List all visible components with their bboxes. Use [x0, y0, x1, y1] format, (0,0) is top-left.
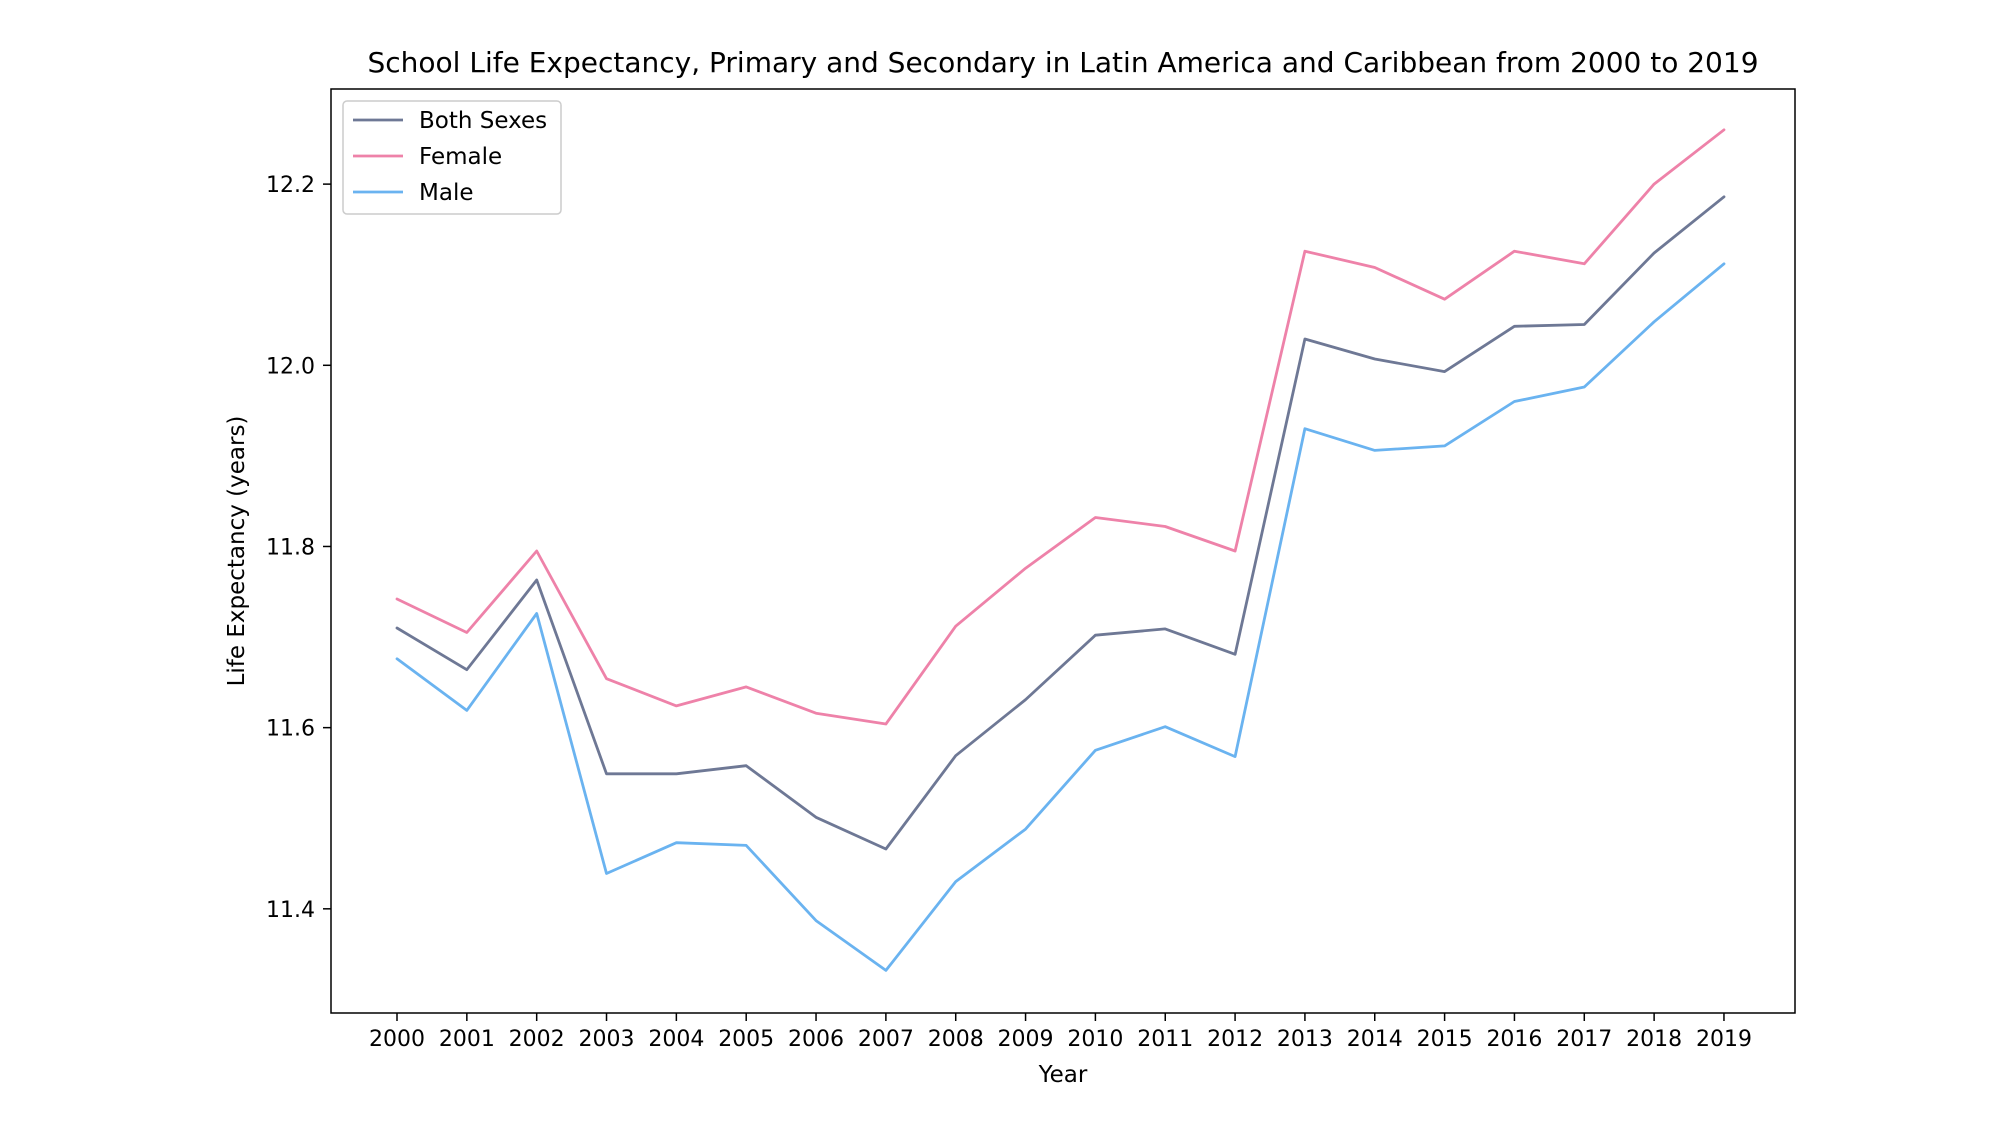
y-axis: 11.4 11.6 11.8 12.0 12.2: [266, 173, 331, 923]
x-tick-label: 2007: [858, 1027, 914, 1052]
x-tick-label: 2008: [928, 1027, 984, 1052]
x-tick-label: 2000: [369, 1027, 425, 1052]
legend: Both Sexes Female Male: [342, 100, 562, 215]
x-tick-label: 2009: [998, 1027, 1054, 1052]
x-tick-label: 2013: [1277, 1027, 1333, 1052]
legend-box: [342, 100, 562, 215]
y-tick-label: 12.2: [266, 173, 315, 198]
x-tick-label: 2012: [1207, 1027, 1263, 1052]
legend-label: Both Sexes: [419, 108, 547, 134]
series-layer: [395, 128, 1726, 972]
x-tick-label: 2001: [439, 1027, 495, 1052]
plot-area-frame: [330, 88, 1796, 1014]
x-tick-label: 2002: [509, 1027, 565, 1052]
series-line-both-sexes: [395, 195, 1726, 851]
x-tick-label: 2019: [1696, 1027, 1752, 1052]
x-axis: 2000 2001 2002 2003 2004 2005 2006 2007 2008 2009…: [369, 1013, 1752, 1052]
x-tick-label: 2006: [788, 1027, 844, 1052]
x-tick-label: 2005: [718, 1027, 774, 1052]
x-tick-label: 2014: [1347, 1027, 1403, 1052]
series-line-female: [395, 128, 1726, 726]
x-tick-label: 2011: [1137, 1027, 1193, 1052]
legend-label: Male: [419, 180, 473, 206]
x-tick-label: 2016: [1486, 1027, 1542, 1052]
chart-title: School Life Expectancy, Primary and Seco…: [367, 46, 1758, 79]
y-tick-label: 11.6: [266, 717, 315, 742]
legend-label: Female: [419, 144, 502, 170]
x-tick-label: 2010: [1067, 1027, 1123, 1052]
x-tick-label: 2018: [1626, 1027, 1682, 1052]
series-line-male: [395, 262, 1726, 972]
x-tick-label: 2004: [648, 1027, 704, 1052]
y-tick-label: 11.8: [266, 535, 315, 560]
x-tick-label: 2015: [1417, 1027, 1473, 1052]
x-tick-label: 2017: [1556, 1027, 1612, 1052]
y-tick-label: 11.4: [266, 898, 315, 923]
y-axis-label: Life Expectancy (years): [224, 416, 250, 687]
x-axis-label: Year: [1038, 1062, 1088, 1088]
y-tick-label: 12.0: [266, 354, 315, 379]
x-tick-label: 2003: [579, 1027, 635, 1052]
